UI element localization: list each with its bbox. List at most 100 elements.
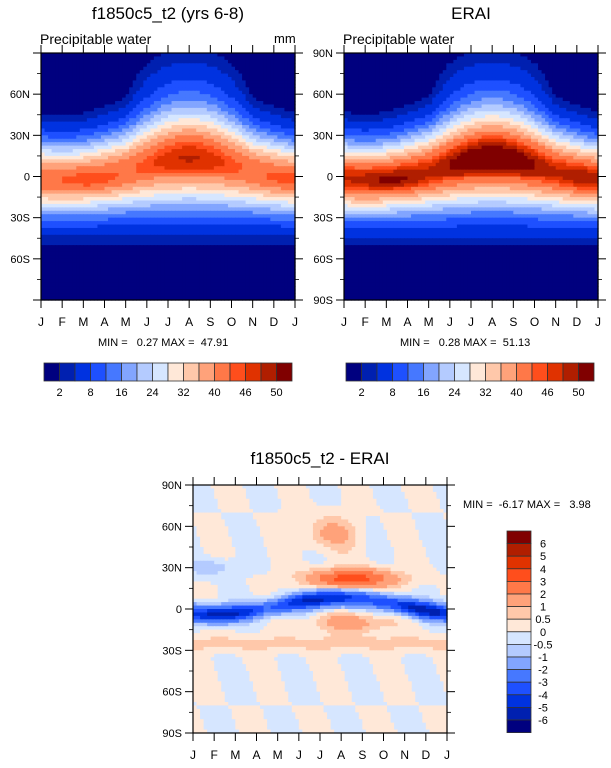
contour-cell xyxy=(224,207,229,212)
contour-cell xyxy=(93,111,99,116)
contour-cell xyxy=(291,87,296,92)
contour-cell xyxy=(182,227,187,232)
contour-cell xyxy=(235,159,240,164)
contour-cell xyxy=(104,193,109,198)
contour-cell xyxy=(189,80,194,85)
contour-cell xyxy=(93,155,99,160)
contour-cell xyxy=(86,183,91,188)
contour-cell xyxy=(86,207,91,212)
contour-cell xyxy=(280,190,286,195)
contour-cell xyxy=(143,73,148,78)
contour-cell xyxy=(108,80,113,85)
contour-cell xyxy=(238,87,243,92)
contour-cell xyxy=(100,190,106,195)
contour-cell xyxy=(291,53,296,58)
contour-cell xyxy=(220,101,226,106)
contour-cell xyxy=(150,114,155,119)
contour-cell xyxy=(263,77,268,82)
contour-cell xyxy=(245,77,250,82)
contour-cell xyxy=(115,125,120,130)
contour-cell xyxy=(69,214,74,219)
contour-cell xyxy=(192,80,197,85)
contour-cell xyxy=(203,63,208,68)
contour-cell xyxy=(199,121,204,126)
contour-cell xyxy=(249,87,254,92)
contour-cell xyxy=(224,173,229,178)
contour-cell xyxy=(213,66,218,71)
contour-cell xyxy=(242,59,247,64)
contour-cell xyxy=(44,248,49,253)
contour-cell xyxy=(277,248,282,253)
contour-cell xyxy=(217,83,222,88)
contour-cell xyxy=(58,135,63,140)
contour-cell xyxy=(48,59,53,64)
contour-cell xyxy=(273,63,278,68)
contour-cell xyxy=(72,97,77,102)
contour-cell xyxy=(210,104,215,109)
contour-cell xyxy=(51,111,56,116)
contour-cell xyxy=(203,210,208,215)
contour-cell xyxy=(242,231,247,236)
contour-cell xyxy=(168,183,173,188)
contour-cell xyxy=(69,169,74,174)
contour-cell xyxy=(58,289,63,294)
contour-cell xyxy=(136,203,141,208)
contour-cell xyxy=(41,248,46,253)
contour-cell xyxy=(227,121,233,126)
contour-cell xyxy=(189,217,194,222)
contour-cell xyxy=(189,255,194,260)
contour-cell xyxy=(93,138,99,143)
contour-cell xyxy=(210,97,215,102)
contour-cell xyxy=(153,73,159,78)
contour-cell xyxy=(153,107,159,112)
contour-cell xyxy=(108,135,113,140)
contour-cell xyxy=(220,107,226,112)
contour-cell xyxy=(259,176,264,181)
contour-cell xyxy=(93,251,99,256)
contour-cell xyxy=(238,169,243,174)
contour-cell xyxy=(65,234,70,239)
contour-cell xyxy=(125,179,130,184)
contour-cell xyxy=(175,279,180,284)
contour-cell xyxy=(270,70,275,75)
contour-cell xyxy=(206,125,211,130)
contour-cell xyxy=(122,224,127,229)
contour-cell xyxy=(287,97,293,102)
contour-cell xyxy=(48,193,53,198)
contour-cell xyxy=(273,173,278,178)
contour-cell xyxy=(164,210,169,215)
contour-cell xyxy=(287,53,293,58)
contour-cell xyxy=(160,272,166,277)
contour-cell xyxy=(171,114,176,119)
contour-cell xyxy=(164,193,169,198)
contour-cell xyxy=(220,152,226,157)
contour-cell xyxy=(210,193,215,198)
contour-cell xyxy=(65,251,70,256)
contour-cell xyxy=(256,255,261,260)
contour-cell xyxy=(238,121,243,126)
contour-cell xyxy=(72,94,77,99)
contour-cell xyxy=(210,255,215,260)
contour-cell xyxy=(213,193,218,198)
contour-cell xyxy=(291,248,296,253)
contour-cell xyxy=(238,176,243,181)
contour-cell xyxy=(280,87,286,92)
contour-cell xyxy=(217,217,222,222)
contour-cell xyxy=(129,186,134,191)
contour-cell xyxy=(245,176,250,181)
contour-cell xyxy=(252,275,257,281)
contour-cell xyxy=(206,272,211,277)
contour-cell xyxy=(65,166,70,171)
contour-cell xyxy=(270,179,275,184)
contour-cell xyxy=(150,193,155,198)
contour-cell xyxy=(115,152,120,157)
contour-cell xyxy=(139,149,144,154)
contour-cell xyxy=(79,179,84,184)
contour-cell xyxy=(146,227,151,232)
contour-cell xyxy=(122,155,127,160)
contour-cell xyxy=(182,186,187,191)
contour-cell xyxy=(263,166,268,171)
contour-cell xyxy=(192,245,197,250)
contour-cell xyxy=(291,193,296,198)
